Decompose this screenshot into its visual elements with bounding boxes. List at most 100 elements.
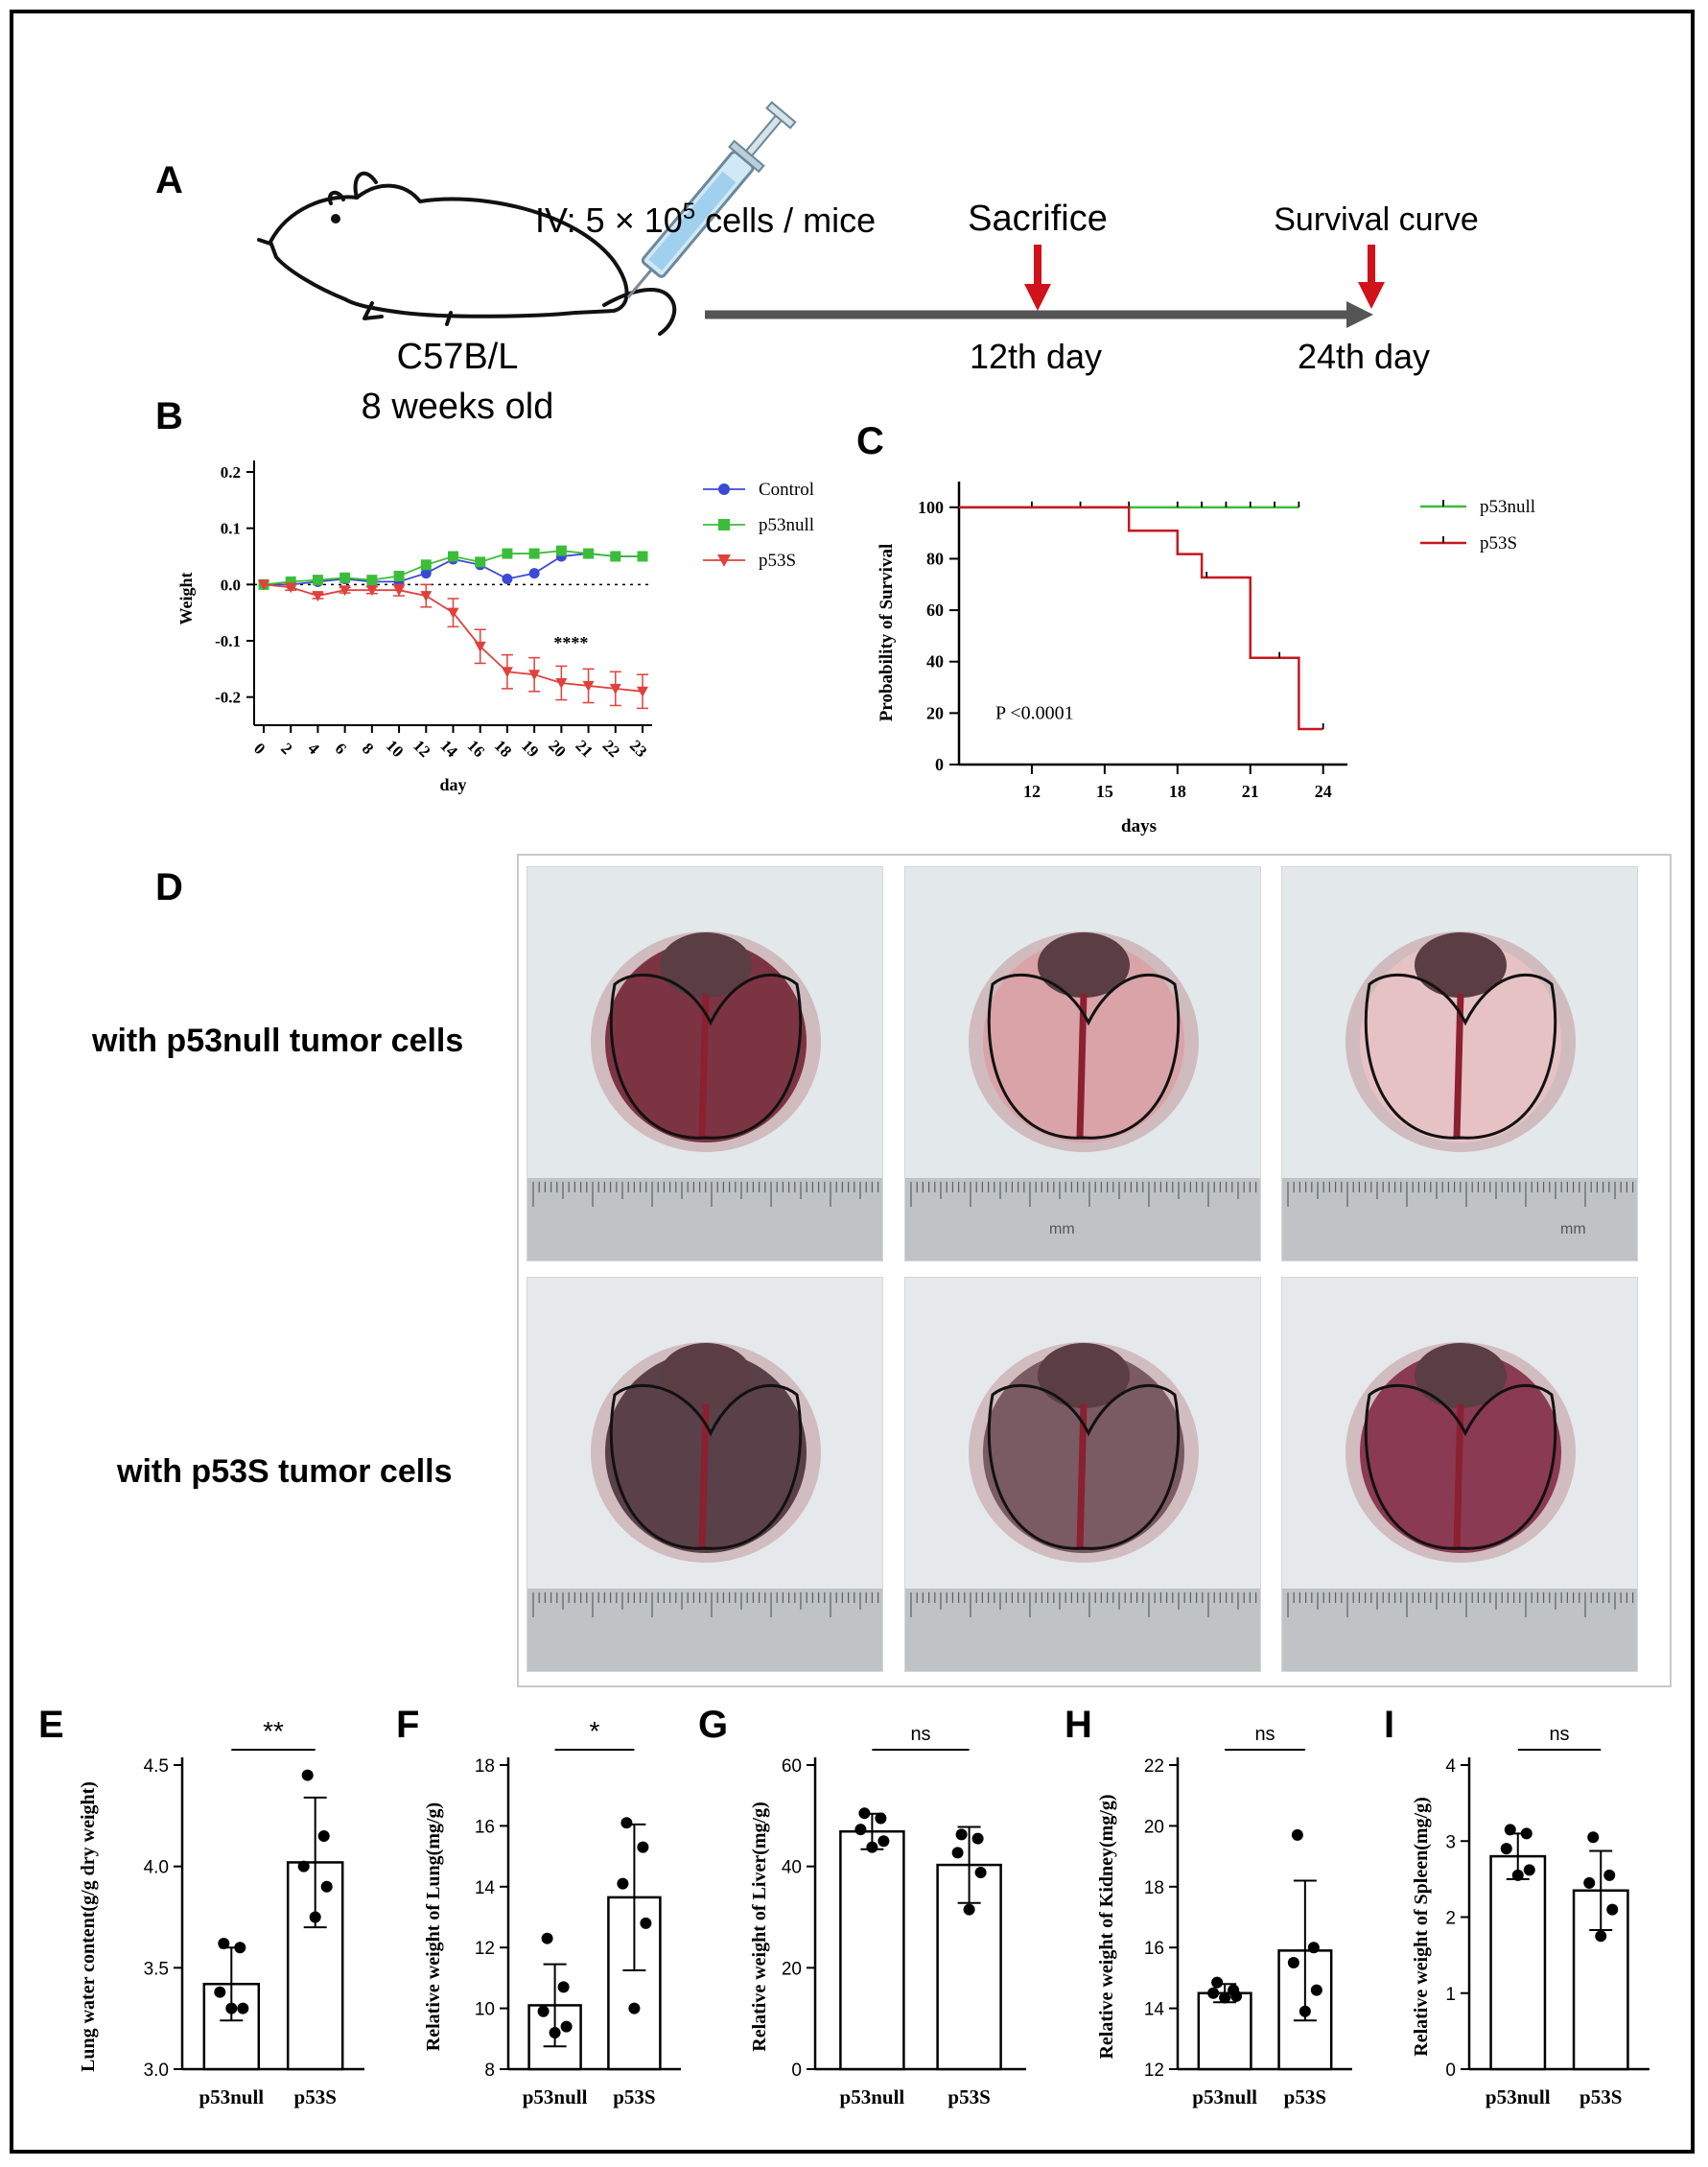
g-data-point bbox=[858, 1807, 871, 1820]
b-legend-marker bbox=[718, 483, 730, 495]
e-y-tick-label: 4.0 bbox=[144, 1858, 169, 1878]
vessel bbox=[1076, 993, 1088, 1139]
i-y-tick-label: 1 bbox=[1445, 1985, 1456, 2005]
strain-label: C57B/L bbox=[397, 337, 519, 377]
heart bbox=[660, 1343, 752, 1408]
b-point bbox=[501, 667, 513, 678]
b-point bbox=[339, 572, 351, 583]
b-y-tick-label: -0.2 bbox=[215, 689, 241, 707]
f-data-point bbox=[620, 1817, 633, 1829]
b-point bbox=[528, 568, 540, 579]
i-data-point bbox=[1587, 1831, 1600, 1844]
b-point bbox=[393, 571, 405, 582]
g-data-point bbox=[951, 1847, 964, 1859]
panel-label-i: I bbox=[1384, 1704, 1395, 1746]
f-significance: * bbox=[590, 1717, 600, 1746]
g-y-axis-label: Relative weight of Liver(mg/g) bbox=[749, 1802, 770, 2051]
survival-curve-label: Survival curve bbox=[1274, 201, 1479, 238]
c-x-tick-label: 21 bbox=[1242, 782, 1259, 801]
i-y-tick-label: 4 bbox=[1445, 1756, 1456, 1777]
g-y-tick-label: 60 bbox=[782, 1756, 802, 1777]
b-point bbox=[365, 585, 378, 597]
e-y-tick-label: 4.5 bbox=[144, 1756, 169, 1777]
h-data-point bbox=[1230, 1990, 1243, 2002]
e-significance: ** bbox=[263, 1717, 284, 1746]
i-y-tick-label: 3 bbox=[1445, 1832, 1456, 1852]
h-y-tick-label: 22 bbox=[1144, 1756, 1164, 1777]
e-y-axis-label: Lung water content(g/g dry weight) bbox=[78, 1781, 99, 2072]
c-x-tick-label: 12 bbox=[1023, 782, 1041, 801]
g-y-tick-label: 40 bbox=[782, 1858, 802, 1878]
b-point bbox=[285, 582, 297, 594]
e-y-tick-label: 3.0 bbox=[144, 2061, 169, 2081]
i-data-point bbox=[1500, 1843, 1512, 1855]
b-point bbox=[502, 573, 513, 584]
h-y-axis-label: Relative weight of Kidney(mg/g) bbox=[1096, 1794, 1117, 2059]
g-y-tick-label: 0 bbox=[791, 2061, 802, 2081]
figure-frame bbox=[10, 10, 1695, 2154]
chart-f-lung-weight: 8 10 12 14 16 18 p53null p53S * Relative weight o… bbox=[423, 1717, 681, 2108]
f-data-point bbox=[537, 2005, 550, 2017]
b-point bbox=[420, 559, 432, 571]
h-data-point bbox=[1207, 1987, 1220, 1999]
e-data-point bbox=[301, 1769, 314, 1781]
b-point bbox=[610, 551, 621, 562]
g-data-point bbox=[955, 1828, 968, 1841]
h-y-tick-label: 16 bbox=[1144, 1939, 1164, 1959]
b-x-tick-label: 12 bbox=[409, 737, 433, 761]
panel-label-c: C bbox=[856, 420, 884, 462]
b-point bbox=[258, 579, 269, 591]
c-y-tick-label: 100 bbox=[918, 498, 944, 517]
i-x-tick-label: p53null bbox=[1486, 2085, 1551, 2108]
b-point bbox=[420, 568, 432, 579]
f-data-point bbox=[628, 2002, 641, 2014]
g-y-tick-label: 20 bbox=[782, 1959, 802, 1979]
chart-g-liver-weight: 0 20 40 60 p53null p53S ns Relative weight of L… bbox=[749, 1724, 1026, 2108]
day24-label: 24th day bbox=[1298, 337, 1430, 376]
h-data-point bbox=[1307, 1942, 1320, 1954]
lung-photo-r2-c3 bbox=[1281, 1277, 1638, 1672]
vessel bbox=[1453, 1403, 1464, 1549]
sacrifice-arrow bbox=[1024, 245, 1051, 311]
b-x-tick-label: 14 bbox=[436, 737, 461, 762]
photo-illustration bbox=[527, 867, 882, 1260]
photo-illustration bbox=[527, 1278, 882, 1671]
h-data-point bbox=[1291, 1828, 1303, 1841]
b-y-tick-label: 0.0 bbox=[221, 576, 241, 594]
b-legend-label: p53S bbox=[759, 551, 796, 571]
c-y-tick-label: 20 bbox=[926, 703, 944, 722]
i-data-point bbox=[1606, 1903, 1619, 1916]
panel-label-e: E bbox=[38, 1704, 64, 1746]
b-significance: **** bbox=[553, 633, 588, 652]
h-data-point bbox=[1310, 1984, 1322, 1996]
timeline-arrowhead bbox=[1346, 301, 1373, 328]
photo-illustration: mm bbox=[905, 867, 1260, 1260]
h-data-point bbox=[1299, 2005, 1311, 2017]
b-point bbox=[285, 576, 296, 587]
b-point bbox=[555, 678, 568, 689]
tumor-outline bbox=[1364, 1383, 1557, 1550]
g-data-point bbox=[963, 1903, 975, 1916]
b-legend-label: Control bbox=[759, 480, 814, 500]
f-y-tick-label: 12 bbox=[475, 1939, 495, 1959]
tumor-outline bbox=[987, 973, 1181, 1140]
h-significance: ns bbox=[1254, 1724, 1275, 1745]
panel-label-b: B bbox=[155, 395, 183, 437]
b-x-tick-label: 21 bbox=[572, 737, 596, 761]
f-y-tick-label: 16 bbox=[475, 1817, 495, 1837]
heart bbox=[1415, 1343, 1507, 1408]
f-data-point bbox=[617, 1877, 629, 1890]
f-y-axis-label: Relative weight of Lung(mg/g) bbox=[423, 1802, 444, 2051]
injection-label: IV: 5 × 105 cells / mice bbox=[535, 199, 876, 240]
c-x-tick-label: 18 bbox=[1169, 782, 1186, 801]
b-point bbox=[583, 548, 595, 559]
i-data-point bbox=[1523, 1864, 1535, 1876]
photo-illustration bbox=[1282, 1278, 1637, 1671]
photo-illustration: mm bbox=[1282, 867, 1637, 1260]
chart-c-survival: 0 20 40 60 80 100 12 15 18 21 24 days Probability of… bbox=[877, 482, 1535, 836]
h-y-tick-label: 12 bbox=[1144, 2061, 1164, 2081]
b-point bbox=[420, 591, 433, 602]
e-data-point bbox=[297, 1860, 310, 1873]
c-x-tick-label: 24 bbox=[1315, 782, 1332, 801]
h-y-tick-label: 14 bbox=[1144, 2000, 1165, 2020]
